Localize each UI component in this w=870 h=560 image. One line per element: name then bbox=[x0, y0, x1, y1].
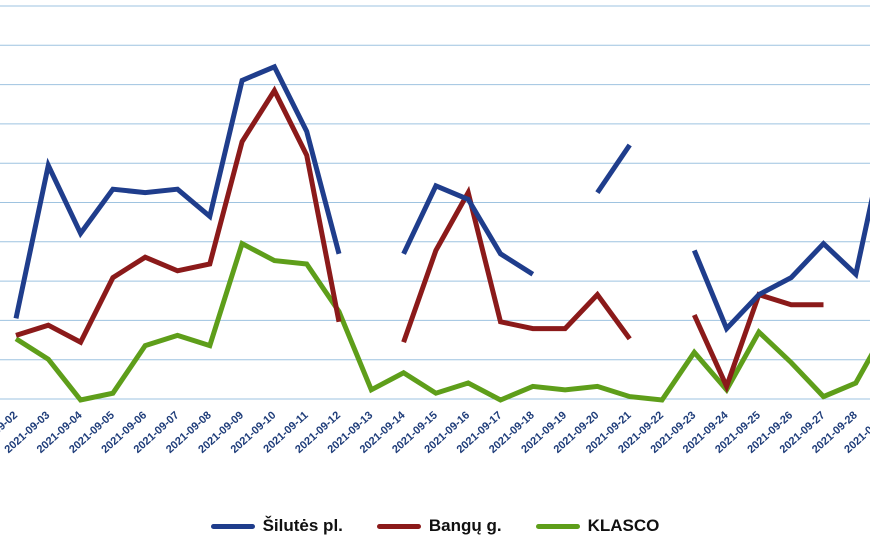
gridlines bbox=[0, 5, 870, 400]
data-point bbox=[272, 89, 276, 93]
data-point bbox=[628, 143, 632, 147]
data-point bbox=[499, 320, 503, 324]
data-point bbox=[466, 381, 470, 385]
data-point bbox=[14, 316, 18, 320]
data-point bbox=[402, 371, 406, 375]
data-point bbox=[79, 340, 83, 344]
data-point bbox=[369, 388, 373, 392]
data-point bbox=[46, 163, 50, 167]
series-line-0 bbox=[691, 196, 870, 334]
data-point bbox=[757, 330, 761, 334]
data-point bbox=[305, 153, 309, 157]
series-line-1 bbox=[401, 185, 632, 344]
x-tick-labels: 2021-09-022021-09-032021-09-042021-09-05… bbox=[0, 409, 870, 456]
data-point bbox=[725, 384, 729, 388]
data-point bbox=[46, 357, 50, 361]
data-point bbox=[822, 395, 826, 399]
data-point bbox=[79, 398, 83, 402]
data-point bbox=[628, 337, 632, 341]
legend-item-silutes: Šilutės pl. bbox=[210, 516, 343, 536]
data-point bbox=[434, 391, 438, 395]
data-point bbox=[305, 129, 309, 133]
data-point bbox=[143, 344, 147, 348]
data-point bbox=[111, 391, 115, 395]
data-point bbox=[757, 293, 761, 297]
series-lines bbox=[13, 63, 870, 403]
data-point bbox=[563, 388, 567, 392]
data-point bbox=[531, 327, 535, 331]
data-point bbox=[692, 248, 696, 252]
data-point bbox=[176, 187, 180, 191]
data-point bbox=[240, 140, 244, 144]
data-point bbox=[337, 320, 341, 324]
data-point bbox=[143, 255, 147, 259]
data-point bbox=[46, 323, 50, 327]
data-point bbox=[466, 197, 470, 201]
data-point bbox=[143, 191, 147, 195]
data-point bbox=[822, 303, 826, 307]
legend-swatch-klasco bbox=[535, 523, 580, 529]
series-line-0 bbox=[595, 143, 632, 195]
data-point bbox=[208, 344, 212, 348]
data-point bbox=[466, 191, 470, 195]
data-point bbox=[240, 242, 244, 246]
data-point bbox=[272, 65, 276, 69]
data-point bbox=[563, 327, 567, 331]
data-point bbox=[240, 78, 244, 82]
series-line-2 bbox=[14, 239, 870, 403]
data-point bbox=[595, 293, 599, 297]
data-point bbox=[725, 327, 729, 331]
data-point bbox=[208, 262, 212, 266]
data-point bbox=[208, 214, 212, 218]
data-point bbox=[628, 395, 632, 399]
data-point bbox=[789, 303, 793, 307]
data-point bbox=[176, 333, 180, 337]
data-point bbox=[402, 340, 406, 344]
data-point bbox=[272, 259, 276, 263]
legend-swatch-silutes bbox=[210, 523, 255, 529]
legend-label-silutes: Šilutės pl. bbox=[262, 516, 343, 535]
data-point bbox=[531, 384, 535, 388]
legend-item-klasco: KLASCO bbox=[535, 516, 660, 536]
series-line-0 bbox=[13, 63, 342, 319]
data-point bbox=[660, 398, 664, 402]
data-point bbox=[337, 252, 341, 256]
data-point bbox=[434, 248, 438, 252]
data-point bbox=[14, 333, 18, 337]
data-point bbox=[692, 350, 696, 354]
data-point bbox=[531, 272, 535, 276]
data-point bbox=[692, 313, 696, 317]
data-point bbox=[789, 361, 793, 365]
legend-label-klasco: KLASCO bbox=[587, 516, 660, 535]
data-point bbox=[595, 384, 599, 388]
data-point bbox=[854, 272, 858, 276]
data-point bbox=[822, 242, 826, 246]
data-point bbox=[434, 184, 438, 188]
series-line-0 bbox=[401, 182, 535, 277]
data-point bbox=[499, 398, 503, 402]
legend-swatch-bangu bbox=[376, 523, 421, 529]
data-point bbox=[111, 276, 115, 280]
data-point bbox=[595, 191, 599, 195]
data-point bbox=[854, 381, 858, 385]
data-point bbox=[499, 252, 503, 256]
legend: Šilutės pl. Bangų g. KLASCO bbox=[0, 512, 870, 540]
legend-item-bangu: Bangų g. bbox=[376, 516, 502, 536]
data-point bbox=[402, 252, 406, 256]
data-point bbox=[176, 269, 180, 273]
series-line-1 bbox=[15, 85, 342, 346]
data-point bbox=[789, 276, 793, 280]
data-point bbox=[79, 231, 83, 235]
data-point bbox=[305, 262, 309, 266]
legend-label-bangu: Bangų g. bbox=[428, 516, 502, 535]
data-point bbox=[111, 187, 115, 191]
